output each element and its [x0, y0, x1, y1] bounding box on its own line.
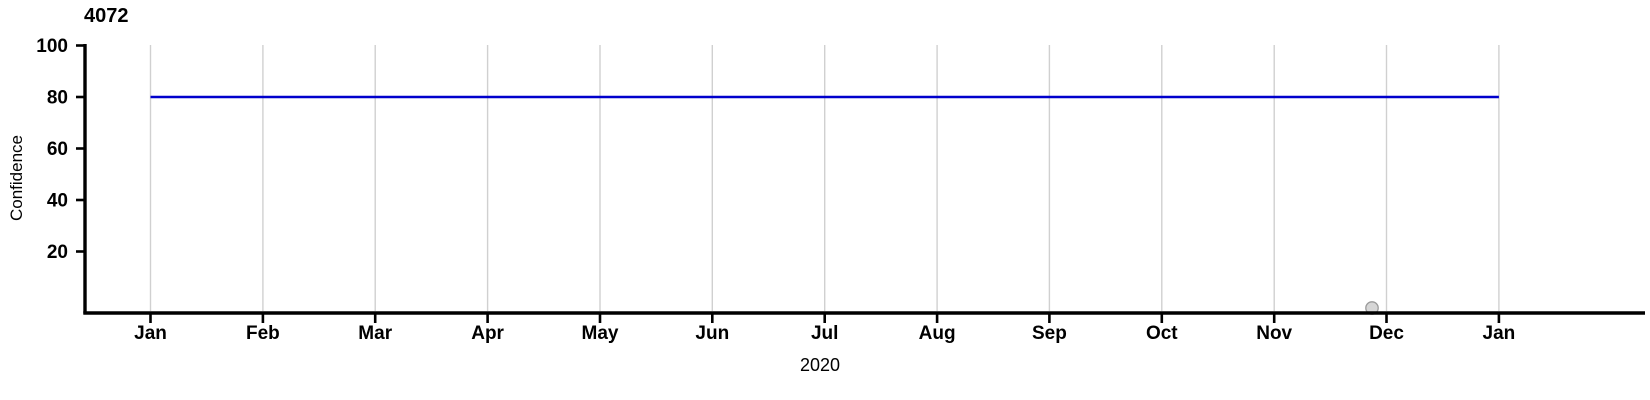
vertical-gridlines — [149, 45, 1500, 311]
x-axis-ticks — [149, 313, 1501, 323]
x-tick-label-apr: Apr — [471, 323, 504, 344]
y-tick-label-80: 80 — [47, 88, 68, 109]
x-axis-title: 2020 — [800, 355, 840, 375]
x-tick-label-aug: Aug — [919, 323, 956, 344]
x-tick-label-oct: Oct — [1146, 323, 1178, 344]
y-axis-title: Confidence — [7, 135, 26, 221]
plot-background — [84, 40, 1645, 314]
y-tick-label-100: 100 — [36, 36, 68, 57]
y-tick-label-60: 60 — [47, 139, 68, 160]
x-tick-label-mar: Mar — [358, 323, 392, 344]
x-tick-label-jul: Jul — [811, 323, 838, 344]
chart-title: 4072 — [84, 5, 129, 27]
x-tick-label-may: May — [582, 323, 619, 344]
x-tick-label-jan-next: Jan — [1483, 323, 1516, 344]
x-tick-label-jan: Jan — [134, 323, 167, 344]
x-tick-label-nov: Nov — [1256, 323, 1292, 344]
x-tick-label-jun: Jun — [695, 323, 729, 344]
x-tick-label-dec: Dec — [1369, 323, 1404, 344]
y-tick-label-20: 20 — [47, 242, 68, 263]
y-axis-ticks — [76, 44, 85, 253]
x-tick-label-sep: Sep — [1032, 323, 1067, 344]
y-tick-label-40: 40 — [47, 191, 68, 212]
x-tick-label-feb: Feb — [246, 323, 280, 344]
